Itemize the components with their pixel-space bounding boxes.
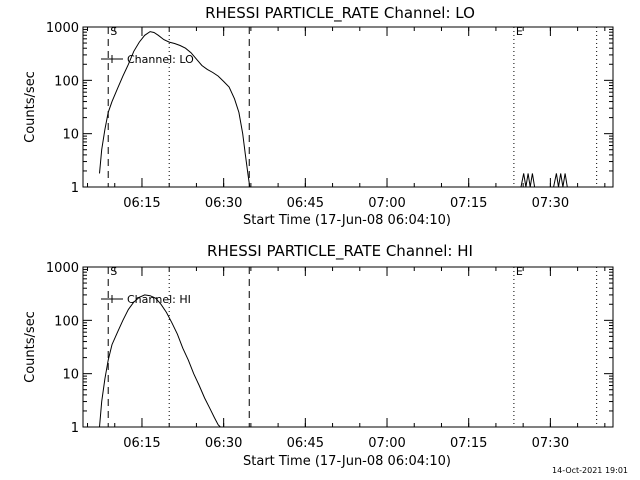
x-axis-label: Start Time (17-Jun-08 06:04:10) [243, 213, 451, 228]
y-tick-label: 100 [54, 314, 79, 329]
x-tick-label: 07:30 [532, 436, 569, 451]
x-tick-label: 07:15 [450, 436, 487, 451]
y-tick-label: 1 [71, 421, 79, 436]
series-line [99, 31, 251, 188]
y-tick-label: 1000 [46, 261, 79, 276]
x-tick-label: 07:00 [368, 196, 405, 211]
x-tick-label: 07:15 [450, 196, 487, 211]
y-tick-label: 10 [62, 128, 79, 143]
series-line [553, 173, 568, 188]
chart-panel-hi: RHESSI PARTICLE_RATE Channel: HI 1 10 100 10… [23, 242, 614, 469]
chart-panel-lo: RHESSI PARTICLE_RATE Channel: LO 1 10 100 10… [23, 4, 614, 228]
plot-frame [82, 26, 614, 188]
y-axis-label: Counts/sec [23, 311, 38, 383]
legend-label: Channel: HI [127, 293, 191, 306]
x-tick-label: 06:30 [205, 196, 242, 211]
y-tick-label: 1 [71, 181, 79, 196]
time-marker-label: E [516, 25, 523, 38]
time-marker-label: S [110, 25, 117, 38]
y-tick-label: 100 [54, 74, 79, 89]
chart-title: RHESSI PARTICLE_RATE Channel: LO [205, 4, 475, 23]
time-marker-label: S [110, 265, 117, 278]
y-tick-label: 1000 [46, 21, 79, 36]
y-tick-label: 10 [62, 368, 79, 383]
time-marker-label: E [516, 265, 523, 278]
legend-label: Channel: LO [127, 53, 194, 66]
x-tick-label: 06:15 [123, 436, 160, 451]
x-tick-label: 06:15 [123, 196, 160, 211]
x-tick-label: 06:30 [205, 436, 242, 451]
x-tick-label: 06:45 [287, 196, 324, 211]
chart-title: RHESSI PARTICLE_RATE Channel: HI [207, 242, 473, 261]
y-axis-label: Counts/sec [23, 71, 38, 143]
generation-timestamp: 14-Oct-2021 19:01 [552, 466, 628, 475]
series-line [99, 294, 221, 428]
x-tick-label: 07:30 [532, 196, 569, 211]
x-axis-label: Start Time (17-Jun-08 06:04:10) [243, 454, 451, 469]
x-tick-label: 06:45 [287, 436, 324, 451]
x-tick-label: 07:00 [368, 436, 405, 451]
plot-frame [82, 266, 614, 428]
series-line [520, 173, 536, 188]
